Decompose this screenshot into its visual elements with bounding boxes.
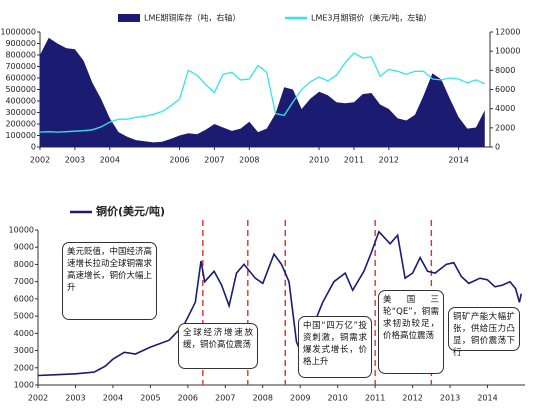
annotation: 铜矿产能大幅扩张，供给压力凸显，铜价震荡下行: [448, 307, 520, 358]
y-tick-label: 8000: [14, 260, 34, 269]
y-tick-label: 10000: [9, 226, 34, 235]
y-tick-label: 1000: [14, 381, 34, 390]
y2-tick-label: 12000: [495, 28, 520, 37]
legend-label: LME期铜库存（吨，右轴）: [144, 13, 240, 23]
y2-tick-label: 2000: [495, 123, 515, 132]
y-tick-label: 400000: [5, 97, 36, 106]
legend-label: LME3月期铜价（美元/吨，左轴）: [311, 13, 431, 23]
x-tick-label: 2010: [309, 156, 329, 165]
x-tick-label: 2007: [215, 394, 235, 403]
y2-tick-label: 0: [495, 143, 500, 152]
y-tick-label: 500000: [5, 85, 36, 94]
y-tick-label: 0: [31, 143, 36, 152]
area: [40, 37, 485, 147]
y-tick-label: 800000: [5, 51, 36, 60]
y2-tick-label: 4000: [495, 104, 515, 113]
y-tick-label: 600000: [5, 74, 36, 83]
x-tick-label: 2006: [169, 156, 189, 165]
y-tick-label: 3000: [14, 346, 34, 355]
legend-swatch: [118, 14, 140, 22]
x-tick-label: 2004: [103, 394, 123, 403]
y-tick-label: 7000: [14, 277, 34, 286]
x-tick-label: 2003: [65, 394, 85, 403]
x-tick-label: 2011: [344, 156, 364, 165]
y2-tick-label: 10000: [495, 47, 520, 56]
x-tick-label: 2005: [140, 394, 160, 403]
y-tick-label: 9000: [14, 243, 34, 252]
y-tick-label: 700000: [5, 62, 36, 71]
y-tick-label: 4000: [14, 329, 34, 338]
x-tick-label: 2014: [477, 394, 497, 403]
legend-label: 铜价(美元/吨): [95, 204, 165, 218]
x-tick-label: 2006: [178, 394, 198, 403]
y-tick-label: 1000000: [0, 28, 36, 37]
x-tick-label: 2013: [440, 394, 460, 403]
y-tick-label: 6000: [14, 294, 34, 303]
annotation: 中国“四万亿”投资刺激，铜需求爆发式增长，价格上升: [298, 316, 372, 378]
x-tick-label: 2009: [290, 394, 310, 403]
y-tick-label: 900000: [5, 39, 36, 48]
x-tick-label: 2003: [65, 156, 85, 165]
x-tick-label: 2012: [379, 156, 399, 165]
x-tick-label: 2014: [448, 156, 468, 165]
y-tick-label: 100000: [5, 131, 36, 140]
x-tick-label: 2008: [253, 394, 273, 403]
x-tick-label: 2011: [365, 394, 385, 403]
x-tick-label: 2008: [239, 156, 259, 165]
y-tick-label: 200000: [5, 120, 36, 129]
y-tick-label: 5000: [14, 312, 34, 321]
y2-tick-label: 8000: [495, 66, 515, 75]
y-tick-label: 300000: [5, 108, 36, 117]
annotation: 美元贬值，中国经济高速增长拉动全球铜需求高速增长，铜价大幅上升: [62, 242, 157, 320]
y2-tick-label: 6000: [495, 85, 515, 94]
y-tick-label: 2000: [14, 363, 34, 372]
x-tick-label: 2002: [30, 156, 50, 165]
x-tick-label: 2010: [328, 394, 348, 403]
line: [39, 52, 486, 133]
x-tick-label: 2007: [204, 156, 224, 165]
annotation: 全球经济增速放缓，铜价高位震荡: [178, 323, 258, 369]
x-tick-label: 2004: [100, 156, 120, 165]
annotation: 美国三轮“QE”，铜需求韧劲较足，价格高位震荡: [378, 290, 444, 374]
x-tick-label: 2002: [28, 394, 48, 403]
x-tick-label: 2012: [402, 394, 422, 403]
